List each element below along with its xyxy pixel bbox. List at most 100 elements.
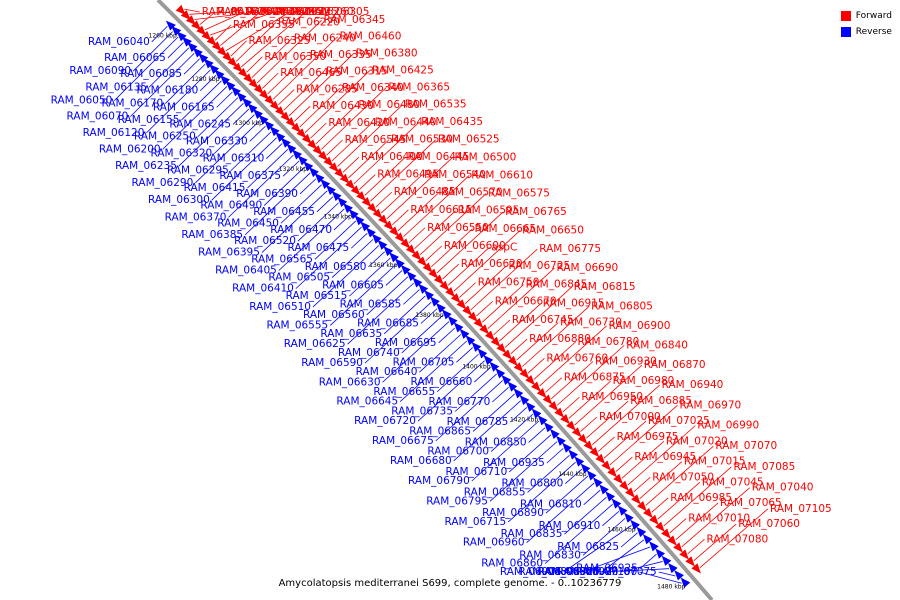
reverse-gene-arrow[interactable] (642, 534, 653, 545)
forward-gene-label[interactable]: RAM_07020 (666, 435, 728, 447)
forward-gene-arrow[interactable] (679, 549, 689, 560)
reverse-gene-arrow[interactable] (389, 252, 399, 263)
reverse-gene-label[interactable]: RAM_06330 (186, 135, 248, 147)
forward-gene-arrow[interactable] (406, 244, 416, 255)
forward-gene-label[interactable]: RAM_06880 (529, 333, 591, 345)
reverse-gene-label[interactable]: RAM_06370 (165, 211, 227, 223)
forward-gene-label[interactable]: RAM_06780 (578, 336, 640, 348)
reverse-gene-label[interactable]: RAM_06740 (338, 347, 400, 359)
forward-gene-arrow[interactable] (595, 453, 606, 464)
reverse-gene-arrow[interactable] (320, 179, 331, 190)
forward-gene-arrow[interactable] (328, 162, 339, 173)
reverse-gene-arrow[interactable] (525, 401, 536, 412)
reverse-gene-arrow[interactable] (348, 209, 359, 220)
reverse-gene-label[interactable]: RAM_06920 (557, 566, 619, 578)
forward-gene-label[interactable]: RAM_07015 (684, 456, 746, 468)
reverse-gene-label[interactable]: RAM_06295 (167, 165, 229, 177)
forward-gene-arrow[interactable] (428, 268, 439, 279)
forward-gene-label[interactable]: RAM_06340 (342, 82, 404, 94)
reverse-gene-label[interactable]: RAM_06810 (520, 499, 582, 511)
reverse-gene-label[interactable]: RAM_06375 (219, 170, 281, 182)
reverse-gene-label[interactable]: RAM_06890 (482, 507, 544, 519)
reverse-gene-label[interactable]: RAM_06700 (427, 446, 489, 458)
forward-gene-arrow[interactable] (560, 414, 570, 425)
forward-gene-arrow[interactable] (536, 387, 547, 399)
reverse-gene-label[interactable]: RAM_06085 (120, 68, 182, 80)
forward-gene-label[interactable]: RAM_06745 (512, 314, 574, 326)
reverse-gene-arrow[interactable] (292, 149, 302, 160)
reverse-gene-arrow[interactable] (418, 283, 429, 294)
reverse-gene-arrow[interactable] (617, 505, 628, 516)
reverse-gene-arrow[interactable] (655, 548, 665, 559)
forward-gene-label[interactable]: RAM_07025 (648, 415, 710, 427)
reverse-gene-arrow[interactable] (680, 577, 691, 588)
reverse-gene-arrow[interactable] (383, 246, 394, 257)
forward-gene-label[interactable]: RAM_06665 (474, 223, 536, 235)
reverse-gene-label[interactable]: RAM_06515 (286, 290, 348, 302)
reverse-gene-label[interactable]: RAM_06905 (500, 566, 562, 578)
forward-gene-arrow[interactable] (389, 226, 400, 237)
reverse-gene-label[interactable]: RAM_06385 (181, 229, 243, 241)
forward-gene-label[interactable]: RAM_06875 (564, 372, 626, 384)
forward-gene-arrow[interactable] (490, 336, 501, 347)
reverse-gene-arrow[interactable] (400, 264, 411, 275)
reverse-gene-arrow[interactable] (203, 58, 214, 69)
forward-gene-arrow[interactable] (607, 467, 617, 478)
forward-gene-label[interactable]: RAM_06400 (361, 151, 423, 163)
forward-gene-arrow[interactable] (222, 51, 233, 62)
forward-gene-label[interactable]: RAM_06285 (296, 84, 358, 96)
reverse-gene-label[interactable]: RAM_06895 (519, 566, 581, 578)
forward-gene-arrow[interactable] (643, 507, 653, 519)
forward-gene-label[interactable]: RAM_07085 (733, 461, 795, 473)
forward-gene-label[interactable]: RAM_06530 (391, 134, 453, 146)
forward-gene-arrow[interactable] (356, 191, 367, 202)
forward-gene-label[interactable]: RAM_06195 (262, 6, 324, 18)
forward-gene-arrow[interactable] (485, 330, 495, 341)
forward-gene-arrow[interactable] (566, 420, 576, 431)
reverse-gene-arrow[interactable] (182, 36, 192, 47)
forward-gene-label[interactable]: RAM_06420 (328, 117, 390, 129)
forward-gene-arrow[interactable] (175, 4, 186, 15)
forward-gene-arrow[interactable] (275, 106, 285, 117)
forward-gene-label[interactable]: RAM_06980 (613, 375, 675, 387)
reverse-gene-arrow[interactable] (630, 519, 640, 530)
forward-gene-arrow[interactable] (439, 280, 450, 291)
reverse-gene-arrow[interactable] (394, 258, 405, 269)
forward-gene-label[interactable]: RAM_06380 (356, 47, 418, 59)
reverse-gene-arrow[interactable] (220, 75, 230, 86)
reverse-gene-arrow[interactable] (599, 484, 609, 495)
reverse-gene-arrow[interactable] (465, 335, 476, 346)
reverse-gene-arrow[interactable] (471, 341, 482, 352)
forward-gene-label[interactable]: RAM_06545 (345, 134, 407, 146)
forward-gene-arrow[interactable] (479, 324, 490, 335)
reverse-gene-label[interactable]: RAM_06580 (305, 261, 367, 273)
reverse-gene-arrow[interactable] (568, 449, 578, 460)
reverse-gene-label[interactable]: RAM_06680 (390, 455, 452, 467)
forward-gene-arrow[interactable] (253, 84, 264, 95)
forward-gene-arrow[interactable] (191, 20, 202, 31)
forward-gene-label[interactable]: RAM_06575 (488, 188, 550, 200)
reverse-gene-label[interactable]: RAM_06625 (284, 338, 346, 350)
reverse-gene-arrow[interactable] (519, 394, 530, 406)
forward-gene-label[interactable]: RAM_07070 (715, 440, 777, 452)
reverse-gene-arrow[interactable] (430, 296, 440, 307)
forward-gene-label[interactable]: RAM_07010 (688, 512, 750, 524)
forward-gene-label[interactable]: RAM_06940 (662, 379, 724, 391)
forward-gene-label[interactable]: RAM_06525 (438, 134, 500, 146)
forward-gene-arrow[interactable] (577, 433, 588, 444)
reverse-gene-arrow[interactable] (231, 86, 241, 97)
forward-gene-label[interactable]: RAM_06845 (526, 279, 588, 291)
reverse-gene-arrow[interactable] (501, 374, 512, 385)
forward-gene-arrow[interactable] (259, 89, 270, 100)
reverse-gene-label[interactable]: RAM_06405 (215, 265, 277, 277)
forward-gene-arrow[interactable] (508, 355, 518, 366)
reverse-gene-arrow[interactable] (531, 408, 542, 419)
forward-gene-label[interactable]: RAM_06815 (574, 281, 636, 293)
forward-gene-label[interactable]: RAM_06945 (634, 451, 696, 463)
reverse-gene-label[interactable]: RAM_06585 (340, 298, 402, 310)
reverse-gene-arrow[interactable] (187, 42, 198, 53)
forward-gene-arrow[interactable] (318, 150, 328, 161)
forward-gene-arrow[interactable] (548, 400, 559, 412)
forward-gene-label[interactable]: RAM_06930 (595, 356, 657, 368)
forward-gene-arrow[interactable] (691, 563, 701, 574)
